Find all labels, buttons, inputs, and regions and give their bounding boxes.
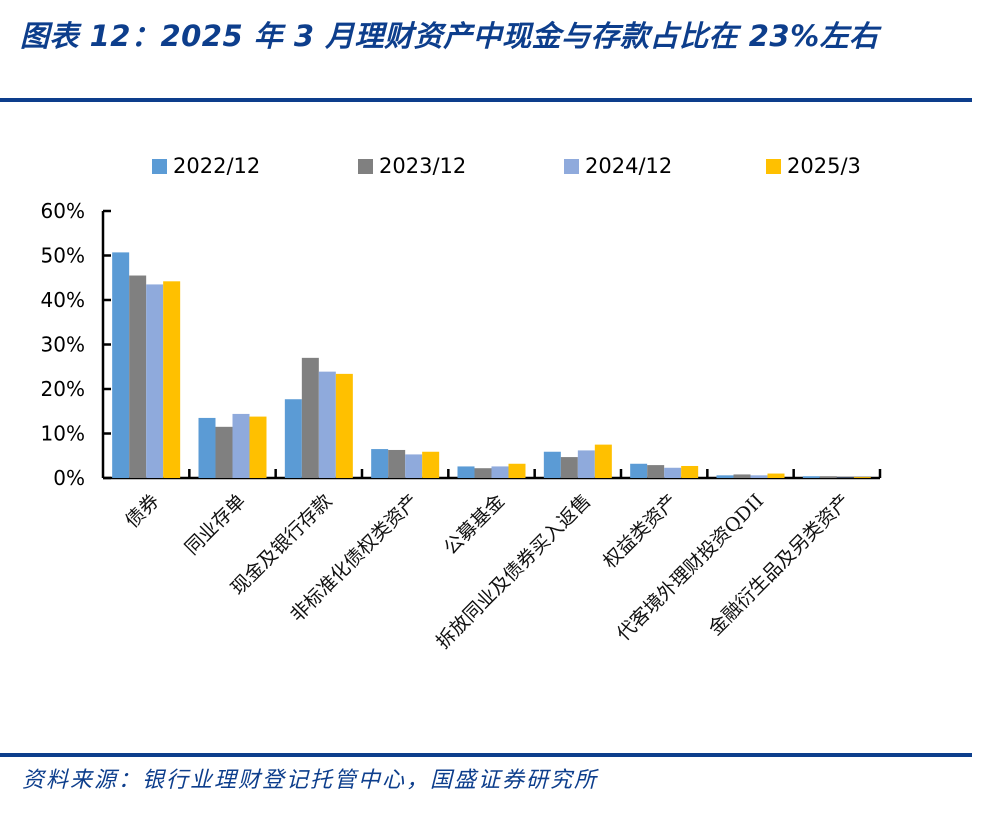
- bar: [802, 476, 820, 478]
- bar-chart: 0% 10% 20% 30% 40% 50% 60% 债券 同业存单现金及银行存款非标准化债权…: [41, 199, 882, 653]
- bar-series: [112, 252, 871, 478]
- legend-item-2024-12: 2024/12: [564, 154, 672, 178]
- source-note: 资料来源：银行业理财登记托管中心，国盛证券研究所: [22, 768, 599, 793]
- bar: [198, 417, 216, 478]
- bar: [750, 475, 768, 478]
- chart-legend: 2022/12 2023/12 2024/12 2025/3: [0, 154, 981, 184]
- bar: [215, 426, 233, 478]
- bar: [129, 275, 147, 478]
- bar: [301, 357, 319, 478]
- bar: [681, 465, 699, 478]
- bar: [543, 451, 561, 478]
- legend-swatch: [358, 158, 373, 174]
- bar: [594, 444, 612, 478]
- y-tick-label: 40%: [41, 288, 85, 312]
- legend-label: 2022/12: [173, 154, 261, 178]
- x-category-label: 代客境外理财投资QDII: [613, 490, 768, 645]
- legend-item-2025-3: 2025/3: [766, 154, 861, 178]
- x-category-label: 公募基金: [440, 490, 509, 559]
- bar: [232, 413, 250, 478]
- legend-swatch: [766, 158, 781, 174]
- y-axis: 0% 10% 20% 30% 40% 50% 60%: [41, 199, 111, 490]
- bar: [318, 371, 336, 478]
- legend-label: 2025/3: [787, 154, 861, 178]
- y-tick-label: 10%: [41, 422, 85, 446]
- bar: [284, 399, 302, 478]
- bar: [405, 454, 423, 478]
- bar: [146, 284, 164, 478]
- bar: [249, 416, 267, 478]
- bar: [371, 449, 389, 478]
- y-tick-label: 20%: [41, 377, 85, 401]
- bar: [388, 449, 406, 478]
- bar: [853, 477, 871, 478]
- bar: [716, 475, 734, 478]
- footer-divider: [0, 753, 972, 757]
- x-category-label: 拆放同业及债券买入返售: [432, 490, 595, 653]
- legend-label: 2024/12: [585, 154, 673, 178]
- x-category-label: 债券: [121, 490, 163, 532]
- bar: [664, 467, 682, 478]
- bar: [647, 465, 665, 478]
- bar: [508, 463, 526, 478]
- legend-swatch: [564, 158, 579, 174]
- bar: [491, 466, 509, 478]
- bar: [163, 281, 181, 478]
- bar: [457, 466, 475, 478]
- legend-item-2023-12: 2023/12: [358, 154, 466, 178]
- bar: [335, 373, 353, 478]
- bar: [422, 451, 440, 478]
- bar: [474, 468, 492, 478]
- bar: [630, 463, 648, 478]
- y-tick-label: 60%: [41, 199, 85, 223]
- bar: [577, 450, 595, 478]
- x-category-label: 金融衍生品及另类资产: [704, 490, 854, 640]
- bar: [560, 457, 578, 478]
- bar: [819, 476, 837, 478]
- y-tick-label: 50%: [41, 244, 85, 268]
- legend-swatch: [152, 158, 167, 174]
- bar: [733, 474, 751, 478]
- legend-label: 2023/12: [379, 154, 467, 178]
- y-tick-label: 30%: [41, 333, 85, 357]
- legend-item-2022-12: 2022/12: [152, 154, 260, 178]
- y-tick-label: 0%: [53, 466, 85, 490]
- figure-title: 图表 12：2025 年 3 月理财资产中现金与存款占比在 23%左右: [20, 19, 879, 53]
- x-category-label: 权益类资产: [599, 490, 682, 573]
- bar: [767, 473, 785, 478]
- x-category-label: 同业存单: [181, 490, 250, 559]
- bar: [112, 252, 130, 478]
- title-divider: [0, 98, 972, 102]
